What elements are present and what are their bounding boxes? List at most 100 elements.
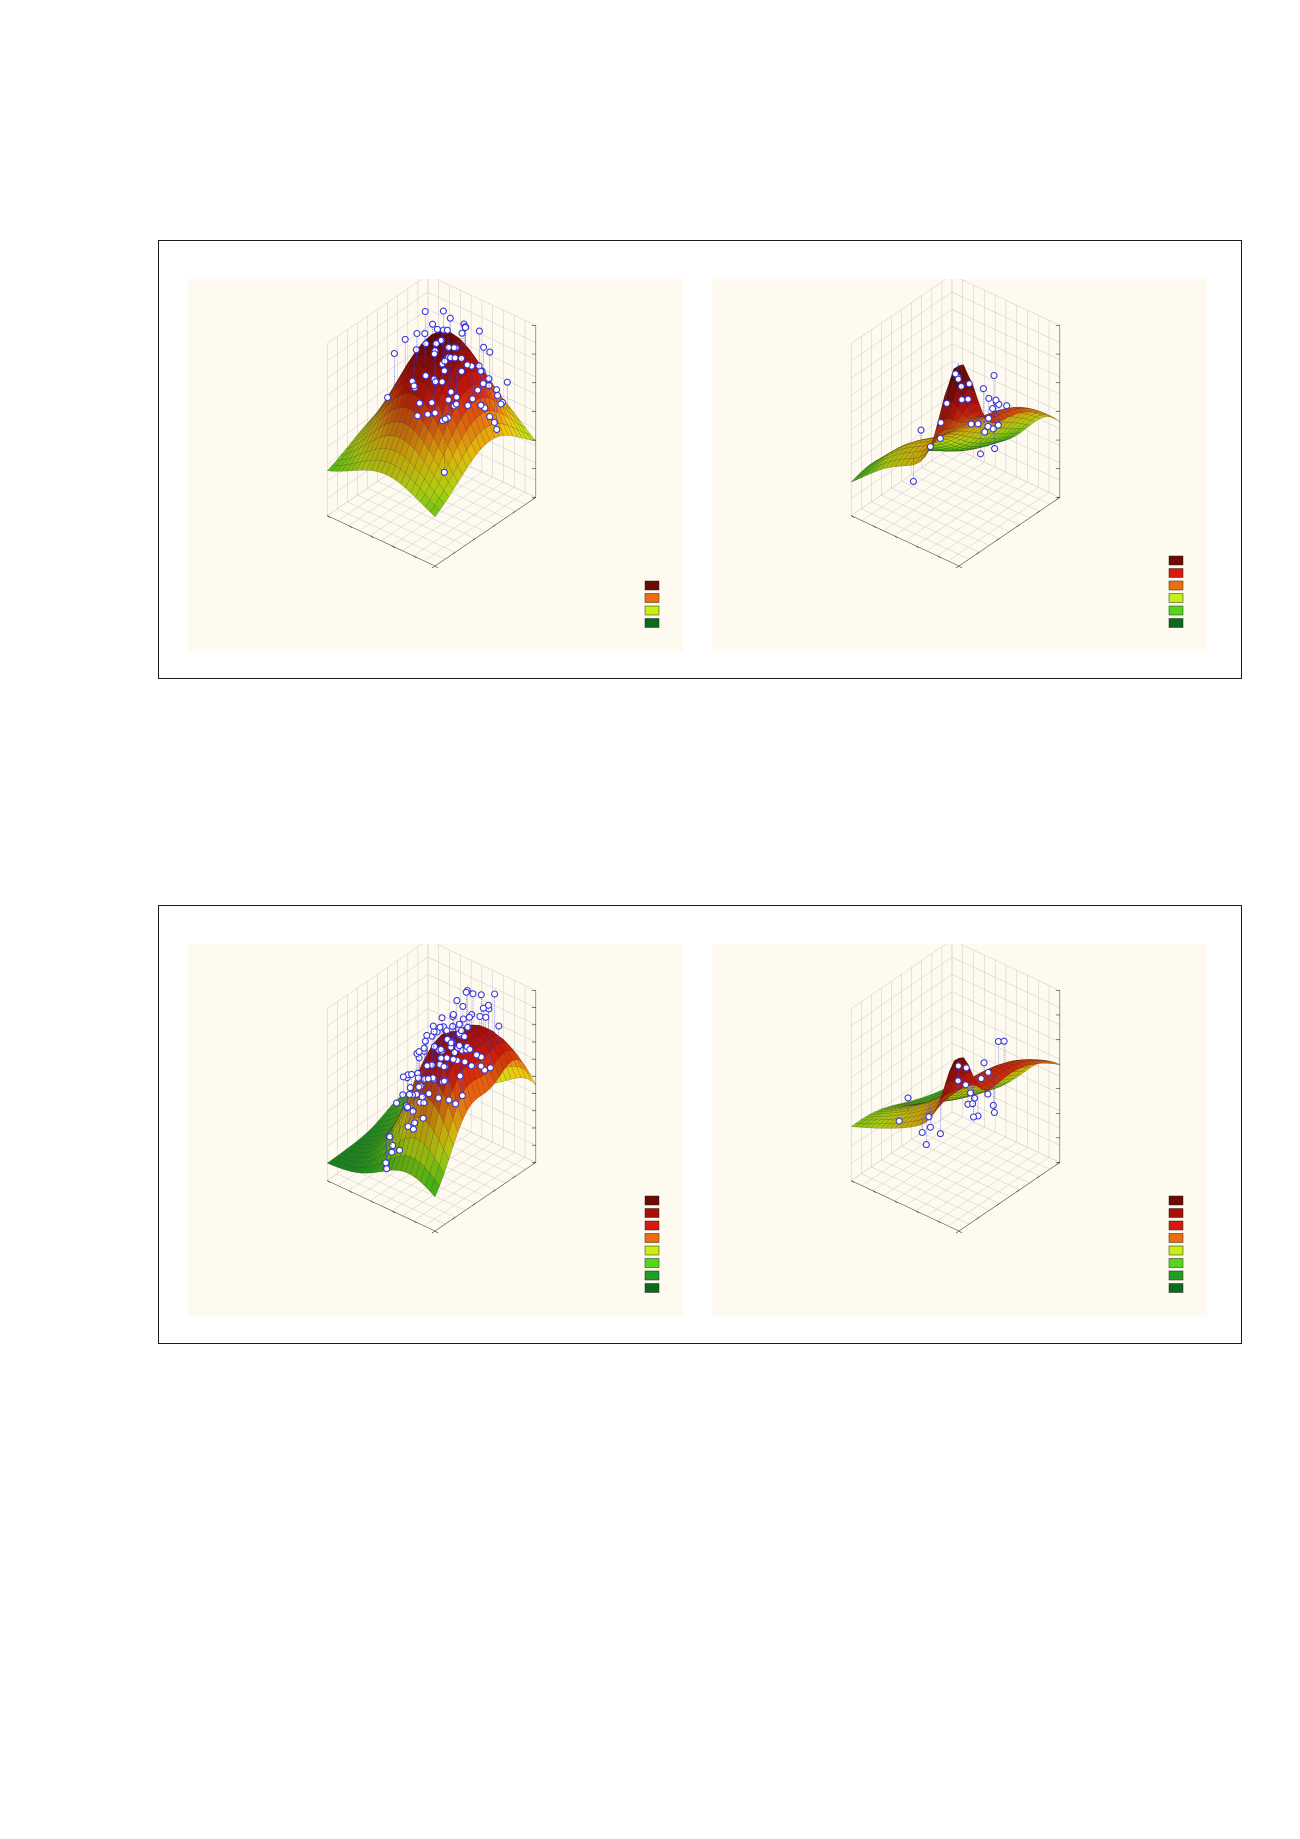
y-tick <box>413 1220 417 1224</box>
x-tick <box>472 538 476 541</box>
data-point <box>430 1028 438 1036</box>
axis-ticks <box>851 990 1060 1234</box>
data-point <box>469 395 477 403</box>
legend-swatch <box>644 1220 660 1231</box>
data-point <box>437 1045 445 1054</box>
data-point <box>405 1090 414 1099</box>
data-point <box>449 1055 457 1063</box>
data-point <box>459 1002 467 1010</box>
data-point <box>440 468 448 476</box>
x-tick <box>1016 1189 1020 1193</box>
data-point <box>413 329 421 338</box>
y-tick <box>872 1190 876 1193</box>
legend-swatch <box>644 1233 660 1243</box>
data-point <box>969 1100 977 1108</box>
legend-swatch <box>1168 1195 1184 1206</box>
data-point <box>503 378 511 386</box>
data-points <box>895 1037 1008 1149</box>
data-point <box>383 1165 391 1173</box>
data-point <box>477 401 485 409</box>
data-point <box>423 1031 431 1039</box>
data-point <box>404 1103 412 1111</box>
surface-plot-4 <box>850 944 1184 1293</box>
data-point <box>895 1117 903 1125</box>
data-point <box>493 425 501 434</box>
data-point <box>439 307 447 315</box>
legend-swatch <box>644 1195 660 1206</box>
x-tick <box>431 565 436 569</box>
data-point <box>415 1083 423 1091</box>
data-point <box>917 426 925 434</box>
y-tick <box>958 1230 963 1234</box>
data-point <box>964 395 972 403</box>
figure-frame-bottom <box>158 905 1242 1344</box>
data-point <box>393 1099 401 1107</box>
surface-plot-panel <box>712 279 1207 651</box>
data-point <box>461 1058 469 1066</box>
data-point <box>441 415 449 423</box>
data-point <box>475 362 483 370</box>
y-tick <box>894 535 898 539</box>
data-point <box>461 323 469 332</box>
data-point <box>456 1072 464 1080</box>
data-point <box>984 1068 992 1077</box>
legend-swatch <box>644 580 660 591</box>
data-point <box>490 418 498 427</box>
data-point <box>428 399 436 407</box>
x-tick <box>532 497 536 500</box>
data-point <box>443 1054 451 1062</box>
data-point <box>469 990 477 998</box>
x-tick <box>492 1189 496 1193</box>
data-point <box>990 1108 998 1117</box>
data-point <box>390 349 398 358</box>
surface-mesh <box>326 1024 536 1198</box>
figure-frame-top <box>158 240 1242 679</box>
x-tick <box>1036 1175 1040 1179</box>
data-point <box>409 1125 417 1133</box>
data-point <box>989 405 997 413</box>
x-tick <box>431 1230 436 1234</box>
legend-swatch <box>1168 593 1184 603</box>
legend-swatch <box>644 1208 660 1218</box>
data-point <box>418 1093 426 1101</box>
color-legend <box>644 580 660 628</box>
data-point <box>455 1020 463 1028</box>
x-tick <box>532 1162 536 1165</box>
x-tick <box>955 1230 960 1234</box>
data-point <box>382 1159 390 1167</box>
data-point <box>954 1062 962 1070</box>
data-point <box>399 1073 407 1081</box>
data-point <box>485 375 493 383</box>
data-point <box>447 388 455 396</box>
data-point <box>463 361 471 369</box>
legend-swatch <box>1168 1233 1184 1243</box>
data-point <box>440 1063 448 1071</box>
data-point <box>455 1042 463 1050</box>
data-point <box>954 375 962 383</box>
data-point <box>918 1128 926 1137</box>
data-point <box>440 1077 448 1085</box>
legend-swatch <box>644 1270 660 1281</box>
y-tick <box>391 545 396 549</box>
data-point <box>989 1101 997 1109</box>
data-point <box>467 1062 476 1070</box>
legend-swatch <box>1168 618 1184 628</box>
legend-swatch <box>644 605 660 616</box>
data-point <box>466 1045 474 1053</box>
legend-swatch <box>644 593 660 603</box>
data-points <box>909 363 1011 485</box>
data-point <box>443 326 451 334</box>
y-tick <box>958 565 963 569</box>
data-point <box>491 990 499 998</box>
data-point <box>408 1070 416 1078</box>
data-point <box>410 382 418 390</box>
data-point <box>486 1064 494 1072</box>
data-point <box>472 1051 481 1059</box>
y-tick <box>915 545 920 549</box>
data-point <box>937 419 945 427</box>
data-point <box>459 1015 467 1023</box>
data-point <box>436 1023 444 1031</box>
data-point <box>429 320 437 328</box>
data-point <box>389 1141 397 1150</box>
data-point <box>458 1092 466 1100</box>
